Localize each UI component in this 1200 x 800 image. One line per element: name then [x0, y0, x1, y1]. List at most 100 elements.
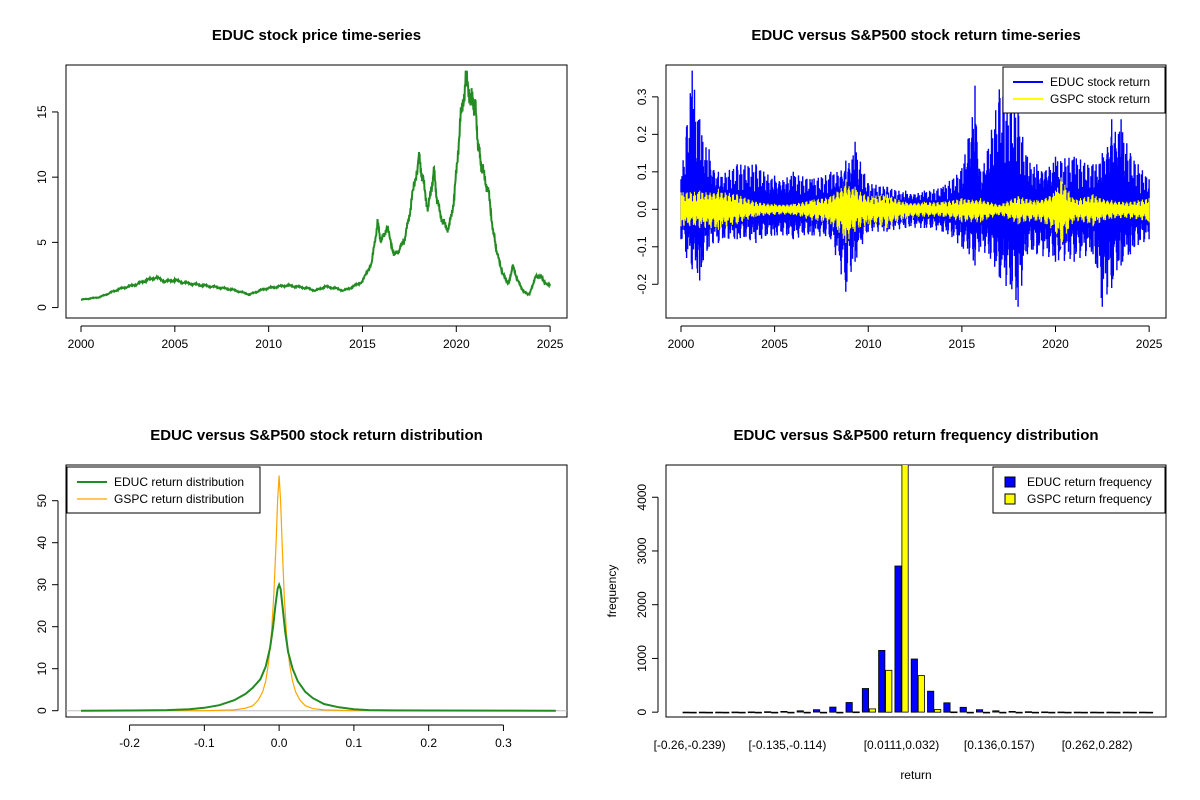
legend-label: GSPC stock return: [1050, 92, 1150, 106]
legend-label: GSPC return frequency: [1027, 492, 1152, 506]
histogram-bar: [731, 711, 739, 714]
legend-label: GSPC return distribution: [114, 492, 244, 506]
histogram-bar: [764, 711, 772, 713]
y-tick-label: 5: [35, 239, 49, 246]
y-tick-label: 0: [35, 304, 49, 311]
histogram-bar: [910, 658, 918, 713]
x-tick-label: 2000: [68, 337, 95, 351]
x-tick-label: 2015: [349, 337, 376, 351]
histogram-bar: [1048, 711, 1056, 714]
histogram-bar: [934, 709, 942, 713]
histogram-bar: [747, 711, 755, 714]
histogram-bar: [983, 711, 991, 714]
y-tick-label: 4000: [635, 484, 649, 511]
histogram-bar: [943, 702, 951, 713]
x-tick-label: 2005: [161, 337, 188, 351]
x-axis-label: return: [900, 768, 931, 782]
histogram-bar: [689, 711, 697, 714]
legend: EDUC stock return GSPC stock return: [1002, 66, 1166, 114]
y-tick-label: 0.0: [635, 201, 649, 218]
y-tick-label: 20: [35, 620, 49, 634]
histogram-bar: [901, 465, 909, 713]
plot-border: [665, 464, 1167, 718]
y-tick-label: 15: [35, 105, 49, 119]
x-tick-label: [0.136,0.157): [964, 738, 1035, 752]
legend: EDUC return distribution GSPC return dist…: [66, 466, 261, 514]
x-tick-label: 2015: [949, 337, 976, 351]
chart-title: EDUC versus S&P500 stock return time-ser…: [751, 27, 1080, 44]
x-tick-label: 0.3: [495, 736, 512, 750]
histogram-bar: [1090, 711, 1098, 714]
y-tick-label: 1000: [635, 645, 649, 672]
histogram-bar: [1031, 711, 1040, 714]
histogram-bar: [917, 675, 925, 713]
x-tick-label: 0.2: [420, 736, 437, 750]
x-tick-label: [-0.135,-0.114): [748, 738, 826, 752]
x-tick-label: 2010: [855, 337, 882, 351]
gspc-density-line: [81, 475, 556, 712]
histogram-chart-panel: EDUC versus S&P500 return frequency dist…: [605, 427, 1167, 782]
histogram-bar: [976, 709, 984, 713]
legend-box: [992, 466, 1166, 514]
histogram-bar: [796, 710, 804, 713]
x-tick-label: 0.0: [271, 736, 288, 750]
histogram-bar: [885, 669, 893, 713]
x-tick-label: [0.262,0.282): [1062, 738, 1133, 752]
returns-chart-panel: EDUC versus S&P500 stock return time-ser…: [635, 27, 1167, 351]
histogram-bar: [1080, 711, 1088, 714]
y-tick-label: 30: [35, 578, 49, 592]
histogram-bar: [1113, 711, 1121, 714]
legend-label: EDUC return frequency: [1027, 475, 1152, 489]
histogram-bar: [1122, 711, 1130, 714]
x-tick-label: 2010: [255, 337, 282, 351]
x-tick-label: 2020: [443, 337, 470, 351]
y-tick-label: 40: [35, 536, 49, 550]
histogram-bar: [682, 711, 690, 714]
histogram-bar: [1041, 711, 1049, 714]
histogram-bar: [950, 711, 958, 714]
histogram-bar: [845, 702, 853, 713]
x-tick-label: 0.1: [346, 736, 363, 750]
y-tick-label: 3000: [635, 537, 649, 564]
y-tick-label: 50: [35, 494, 49, 508]
histogram-bar: [1008, 711, 1016, 713]
y-tick-label: 0.1: [635, 163, 649, 180]
educ-density-line: [80, 581, 556, 712]
plot-border: [65, 464, 568, 718]
histogram-bar: [878, 650, 886, 713]
histogram-bar: [771, 711, 779, 714]
histogram-bar: [1057, 711, 1065, 714]
histogram-bar: [1106, 711, 1114, 714]
histogram-bar: [780, 711, 788, 713]
y-tick-label: -0.2: [635, 274, 649, 295]
y-tick-label: 10: [35, 662, 49, 676]
legend-label: EDUC return distribution: [114, 475, 244, 489]
histogram-bar: [1146, 711, 1154, 714]
histogram-bar: [754, 711, 762, 714]
histogram-bar: [813, 709, 821, 713]
chart-title: EDUC versus S&P500 return frequency dist…: [733, 427, 1098, 444]
legend: EDUC return frequency GSPC return frequen…: [992, 466, 1166, 514]
histogram-bar: [803, 711, 811, 714]
x-tick-label: 2025: [537, 337, 564, 351]
legend-box: [1002, 66, 1166, 114]
histogram-bar: [1015, 711, 1023, 714]
x-tick-label: 2005: [761, 337, 788, 351]
histogram-bar: [868, 708, 876, 713]
chart-title: EDUC versus S&P500 stock return distribu…: [150, 427, 483, 444]
y-tick-label: -0.1: [635, 236, 649, 257]
x-tick-label: 2025: [1136, 337, 1163, 351]
histogram-bar: [959, 706, 967, 713]
legend-box: [66, 466, 261, 514]
y-tick-label: 0.3: [635, 88, 649, 105]
density-chart-panel: EDUC versus S&P500 stock return distribu…: [35, 427, 568, 750]
histogram-bar: [722, 711, 730, 714]
y-axis-label: frequency: [605, 565, 619, 618]
price-chart-panel: EDUC stock price time-series 2000 2005 2010…: [35, 27, 568, 351]
histogram-bar: [705, 711, 713, 714]
histogram-bar: [1024, 711, 1033, 713]
x-tick-label: -0.2: [119, 736, 140, 750]
histogram-bar: [836, 711, 844, 714]
x-tick-label: 2020: [1042, 337, 1069, 351]
plot-border: [65, 64, 568, 319]
